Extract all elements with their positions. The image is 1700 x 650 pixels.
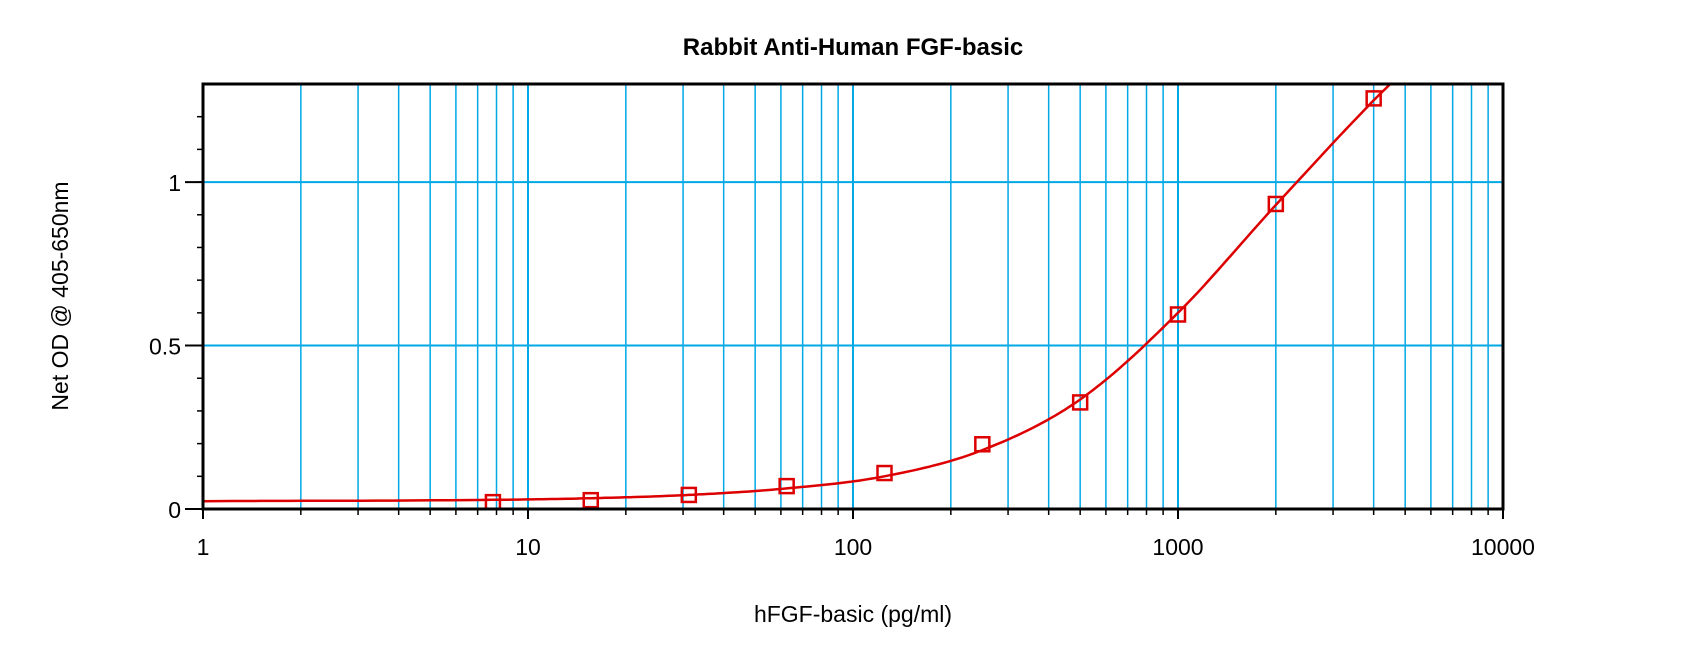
- data-point: [484, 493, 502, 511]
- data-point: [680, 486, 698, 504]
- data-point: [778, 477, 795, 495]
- data-point: [974, 436, 991, 453]
- data-point: [1071, 394, 1089, 411]
- data-point: [1365, 90, 1382, 107]
- x-tick-label: 10000: [1471, 534, 1535, 560]
- y-axis: 00.51: [149, 115, 203, 523]
- y-tick-label: 0.5: [149, 334, 181, 360]
- data-point: [1169, 306, 1187, 323]
- x-tick-label: 1: [197, 534, 210, 560]
- y-tick-label: 0: [168, 497, 181, 523]
- fit-curve: [202, 83, 1392, 503]
- y-axis-label: Net OD @ 405-650nm: [47, 181, 73, 410]
- fit-curve-group: [202, 83, 1392, 503]
- x-axis-label: hFGF-basic (pg/ml): [754, 601, 952, 627]
- chart-title: Rabbit Anti-Human FGF-basic: [683, 34, 1023, 61]
- data-point: [876, 464, 893, 482]
- data-points: [484, 90, 1382, 511]
- data-point: [582, 491, 600, 509]
- y-tick-label: 1: [168, 170, 181, 196]
- x-axis: 1 10 100 1000 10000: [197, 509, 1535, 560]
- x-tick-label: 100: [834, 534, 872, 560]
- grid: [203, 84, 1503, 509]
- x-tick-label: 1000: [1152, 534, 1203, 560]
- x-tick-label: 10: [515, 534, 541, 560]
- data-point: [1267, 195, 1285, 213]
